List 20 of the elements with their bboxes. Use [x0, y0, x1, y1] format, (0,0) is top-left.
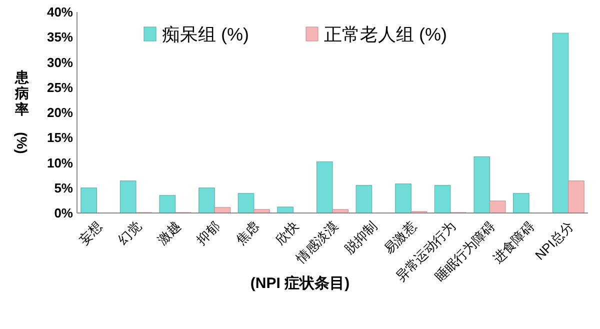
- x-tick-label: 脱抑制: [342, 218, 380, 257]
- x-tick-label: 妄想: [76, 218, 105, 248]
- y-tick-label: 35%: [46, 30, 74, 45]
- x-tick-label: 激越: [154, 218, 184, 248]
- x-tick-label: 幻觉: [115, 218, 144, 248]
- y-tick-label: 30%: [46, 54, 74, 70]
- x-tick-label: 欣快: [272, 218, 302, 248]
- x-axis-title: (NPI 症状条目): [250, 275, 350, 292]
- y-tick-label: 10%: [46, 155, 74, 170]
- y-tick-label: 15%: [46, 130, 74, 146]
- x-tick-label: 抑郁: [194, 218, 223, 248]
- x-tick-label: 焦虑: [233, 218, 262, 248]
- y-tick-label: 5%: [54, 180, 74, 196]
- legend-label: 正常老人组 (%): [324, 24, 447, 44]
- y-tick-label: 40%: [46, 4, 74, 20]
- y-tick-label: 20%: [46, 105, 74, 120]
- y-axis-title: 患病率 (%): [14, 69, 30, 154]
- legend-label: 痴呆组 (%): [162, 24, 249, 44]
- y-tick-label: 0%: [54, 206, 74, 221]
- y-tick-label: 25%: [46, 80, 74, 95]
